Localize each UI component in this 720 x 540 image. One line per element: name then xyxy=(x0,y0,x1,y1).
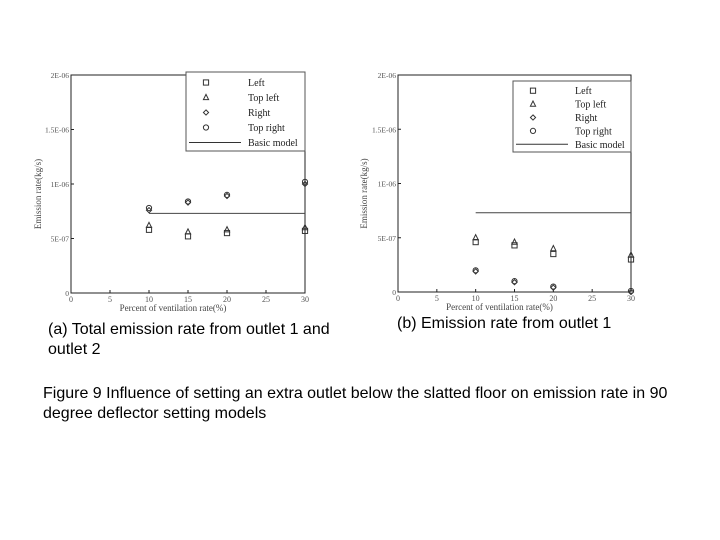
data-point-circle xyxy=(223,191,231,198)
legend: Left Top left Right Top right Basic model xyxy=(512,80,632,153)
data-point-triangle xyxy=(223,225,231,233)
legend-label: Top right xyxy=(248,123,285,134)
data-point-circle xyxy=(184,198,192,205)
x-axis-label: Percent of ventilation rate(%) xyxy=(120,303,227,313)
chart-svg: 0 5 10 15 20 25 30 0 5E-07 1E-06 1.5E-06 2E-06 Perce… xyxy=(33,71,309,313)
caption-b: (b) Emission rate from outlet 1 xyxy=(397,315,612,332)
legend-label: Basic model xyxy=(575,140,625,151)
data-point-triangle xyxy=(184,227,192,235)
data-point-diamond xyxy=(184,199,192,206)
x-tick-label: 30 xyxy=(301,295,309,304)
x-tick-label: 15 xyxy=(184,295,192,304)
data-point-triangle xyxy=(511,237,518,245)
data-point-circle xyxy=(511,278,518,285)
chart-svg: 0 5 10 15 20 25 30 0 5E-07 1E-06 1.5E-06 2E-06 Perce… xyxy=(359,71,635,312)
legend-label: Left xyxy=(575,86,592,97)
legend-label: Top left xyxy=(248,93,279,104)
legend-label: Right xyxy=(248,108,270,119)
legend-label: Top right xyxy=(575,126,612,137)
x-tick-label: 20 xyxy=(223,295,231,304)
data-point-diamond xyxy=(145,206,153,214)
y-tick-label: 5E-07 xyxy=(378,234,397,243)
data-point-diamond xyxy=(550,284,557,291)
x-tick-label: 10 xyxy=(472,294,480,303)
x-tick-label: 15 xyxy=(511,294,519,303)
figure-caption: Figure 9 Influence of setting an extra o… xyxy=(43,385,668,422)
data-point-square xyxy=(301,227,309,234)
data-point-triangle xyxy=(549,244,557,252)
x-tick-label: 5 xyxy=(108,295,112,304)
data-point-square xyxy=(511,242,518,249)
data-point-circle xyxy=(301,178,309,185)
data-point-diamond xyxy=(223,192,231,200)
x-tick-label: 20 xyxy=(549,294,557,303)
data-point-circle xyxy=(550,283,557,290)
legend: Left Top left Right Top right Basic model xyxy=(185,71,306,152)
data-point-triangle xyxy=(472,233,480,241)
legend-marker-diamond xyxy=(202,109,210,116)
legend-marker-square xyxy=(202,79,210,86)
legend-marker-circle xyxy=(529,127,537,135)
y-tick-label: 2E-06 xyxy=(51,71,70,80)
chart-b: 0 5 10 15 20 25 30 0 5E-07 1E-06 1.5E-06 2E-06 Perce… xyxy=(356,65,640,320)
legend-marker-square xyxy=(529,87,537,94)
data-point-diamond xyxy=(472,268,479,275)
data-point-diamond xyxy=(301,180,309,188)
y-axis-label: Emission rate(kg/s) xyxy=(359,158,369,228)
y-tick-label: 1E-06 xyxy=(51,180,70,189)
y-tick-label: 1.5E-06 xyxy=(372,125,396,134)
legend-label: Right xyxy=(575,113,597,124)
y-tick-label: 1E-06 xyxy=(378,180,397,189)
chart-a: 0 5 10 15 20 25 30 0 5E-07 1E-06 1.5E-06 2E-06 Perce… xyxy=(30,65,315,320)
y-tick-label: 0 xyxy=(65,289,69,298)
legend-marker-triangle xyxy=(529,99,537,107)
data-point-triangle xyxy=(627,250,635,258)
y-tick-label: 1.5E-06 xyxy=(45,126,69,135)
data-point-circle xyxy=(627,287,635,295)
legend-marker-circle xyxy=(202,124,210,131)
data-point-square xyxy=(550,250,557,258)
x-tick-label: 10 xyxy=(145,295,153,304)
legend-marker-diamond xyxy=(529,114,537,121)
data-point-triangle xyxy=(301,223,309,231)
x-tick-label: 5 xyxy=(435,294,439,303)
x-tick-label: 0 xyxy=(69,295,73,304)
legend-label: Basic model xyxy=(248,138,298,149)
y-tick-label: 2E-06 xyxy=(378,71,397,80)
y-tick-label: 0 xyxy=(392,288,396,297)
data-point-diamond xyxy=(627,288,635,296)
x-tick-label: 25 xyxy=(588,294,596,303)
legend-label: Left xyxy=(248,78,265,89)
x-tick-label: 25 xyxy=(262,295,270,304)
data-point-circle xyxy=(145,204,153,212)
data-point-circle xyxy=(472,267,479,274)
data-point-square xyxy=(223,229,231,237)
x-tick-label: 30 xyxy=(627,294,635,303)
data-point-diamond xyxy=(511,278,518,286)
caption-a: (a) Total emission rate from outlet 1 an… xyxy=(48,321,330,358)
legend-marker-triangle xyxy=(202,93,210,101)
x-tick-label: 0 xyxy=(396,294,400,303)
y-tick-label: 5E-07 xyxy=(51,235,70,244)
x-axis-label: Percent of ventilation rate(%) xyxy=(446,302,553,312)
data-point-triangle xyxy=(145,221,153,229)
y-axis-label: Emission rate(kg/s) xyxy=(33,159,43,229)
legend-label: Top left xyxy=(575,100,606,111)
